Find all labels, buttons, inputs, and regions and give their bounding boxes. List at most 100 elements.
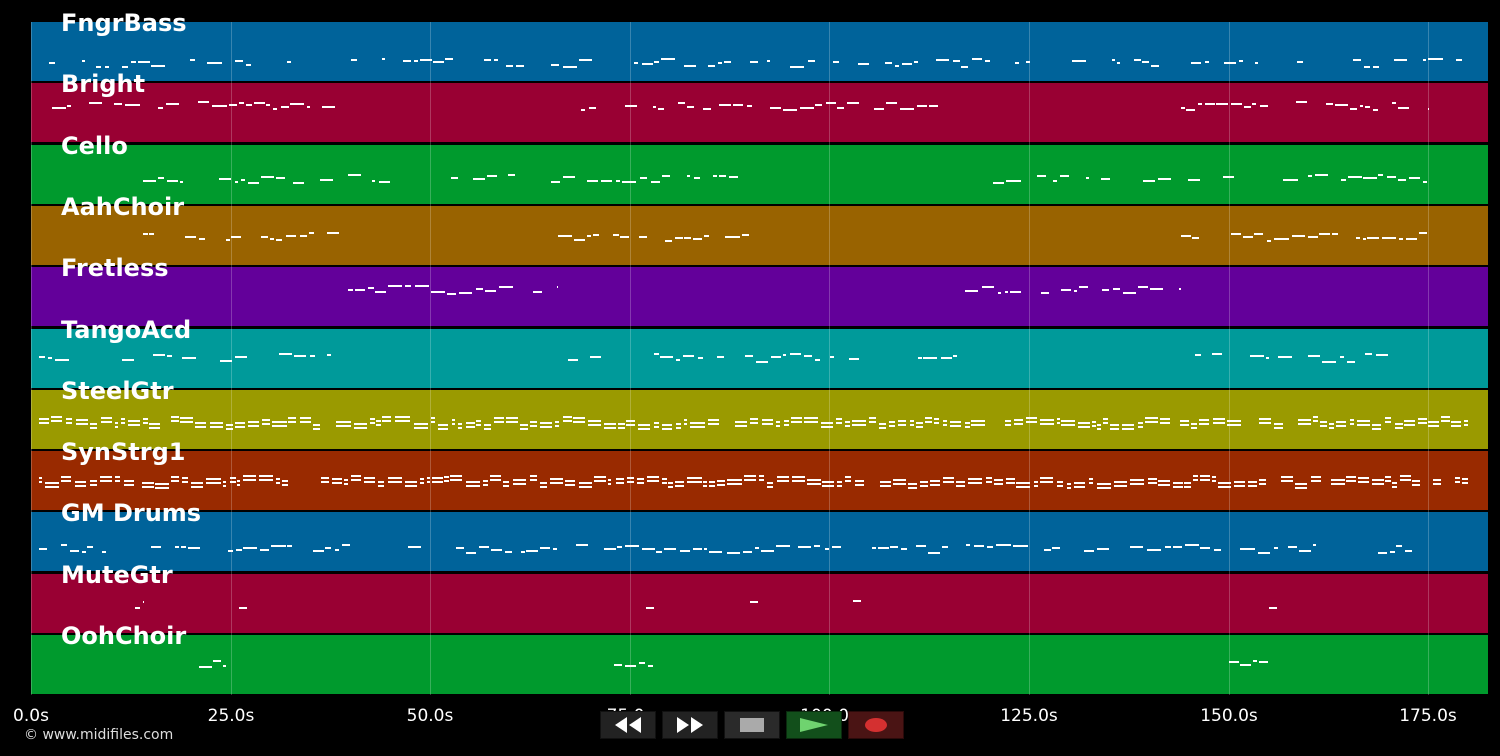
note — [1096, 428, 1101, 430]
note — [1025, 61, 1030, 63]
note — [1418, 232, 1428, 234]
note — [1417, 418, 1428, 420]
note — [238, 607, 247, 609]
note — [884, 62, 892, 64]
note — [1133, 59, 1141, 61]
note — [1060, 175, 1069, 177]
track-bright[interactable]: Bright — [31, 70, 1488, 142]
note — [121, 66, 129, 68]
fast-forward-button[interactable] — [662, 711, 718, 739]
note-lane — [31, 451, 1488, 510]
note — [1180, 424, 1189, 426]
note — [1091, 421, 1096, 423]
note — [1039, 481, 1054, 483]
note — [754, 547, 760, 549]
note — [574, 239, 585, 241]
note — [472, 178, 486, 180]
rewind-button[interactable] — [600, 711, 656, 739]
note — [222, 485, 227, 487]
track-mutegtr[interactable]: MuteGtr — [31, 561, 1488, 633]
track-tangoacd[interactable]: TangoAcd — [31, 316, 1488, 388]
track-cello[interactable]: Cello — [31, 132, 1488, 204]
note — [87, 546, 94, 548]
grid-line — [1029, 22, 1030, 695]
note — [372, 180, 376, 182]
note — [1319, 421, 1328, 423]
note — [348, 289, 353, 291]
note — [388, 285, 403, 287]
note — [431, 481, 443, 483]
note — [115, 480, 121, 482]
note — [1384, 417, 1392, 419]
track-oohchoir[interactable]: OohChoir — [31, 622, 1488, 694]
note — [1192, 237, 1200, 239]
note — [694, 177, 701, 179]
note — [1096, 487, 1112, 489]
play-button[interactable] — [786, 711, 842, 739]
note — [1372, 479, 1384, 481]
record-button[interactable] — [848, 711, 904, 739]
note — [854, 484, 864, 486]
note — [1349, 108, 1357, 110]
note — [845, 476, 852, 478]
note — [1138, 286, 1149, 288]
note — [1258, 552, 1270, 554]
note — [555, 425, 559, 427]
note — [776, 476, 789, 478]
note — [228, 550, 233, 552]
note — [967, 478, 983, 480]
note — [1363, 66, 1370, 68]
note — [319, 179, 333, 181]
note — [1400, 475, 1412, 477]
note — [555, 421, 559, 423]
note — [965, 290, 979, 292]
note — [104, 66, 110, 68]
track-synstrg1[interactable]: SynStrg1 — [31, 438, 1488, 510]
note — [1173, 486, 1184, 488]
note — [1298, 419, 1312, 421]
note — [997, 292, 1002, 294]
note — [229, 481, 236, 483]
note — [929, 484, 941, 486]
note — [562, 420, 572, 422]
note — [579, 59, 593, 61]
track-fretless[interactable]: Fretless — [31, 254, 1488, 326]
stop-button[interactable] — [724, 711, 780, 739]
track-aahchoir[interactable]: AahChoir — [31, 193, 1488, 265]
note — [814, 359, 821, 361]
note — [1116, 62, 1121, 64]
note — [1129, 483, 1145, 485]
note — [212, 105, 227, 107]
track-steelgtr[interactable]: SteelGtr — [31, 377, 1488, 449]
note — [807, 60, 816, 62]
note — [334, 549, 340, 551]
note — [1212, 422, 1226, 424]
note — [1145, 421, 1158, 423]
note — [1138, 422, 1143, 424]
note — [157, 107, 164, 109]
note — [1404, 550, 1413, 552]
note — [312, 550, 325, 552]
note — [769, 107, 782, 109]
note — [1145, 417, 1158, 419]
note — [1102, 422, 1109, 424]
note — [134, 607, 141, 609]
note — [1308, 355, 1320, 357]
note — [331, 478, 343, 480]
note — [1259, 483, 1266, 485]
note — [703, 235, 709, 237]
note — [624, 105, 638, 107]
note — [1056, 418, 1060, 420]
note — [1273, 427, 1283, 429]
track-fngrbass[interactable]: FngrBass — [31, 9, 1488, 81]
note — [404, 485, 418, 487]
note — [1392, 102, 1396, 104]
copyright-text: © www.midifiles.com — [24, 727, 174, 743]
track-gm-drums[interactable]: GM Drums — [31, 499, 1488, 571]
note — [829, 356, 835, 358]
note — [1273, 547, 1278, 549]
note — [1273, 423, 1283, 425]
note — [1033, 485, 1039, 487]
note — [615, 482, 624, 484]
note — [405, 285, 412, 287]
